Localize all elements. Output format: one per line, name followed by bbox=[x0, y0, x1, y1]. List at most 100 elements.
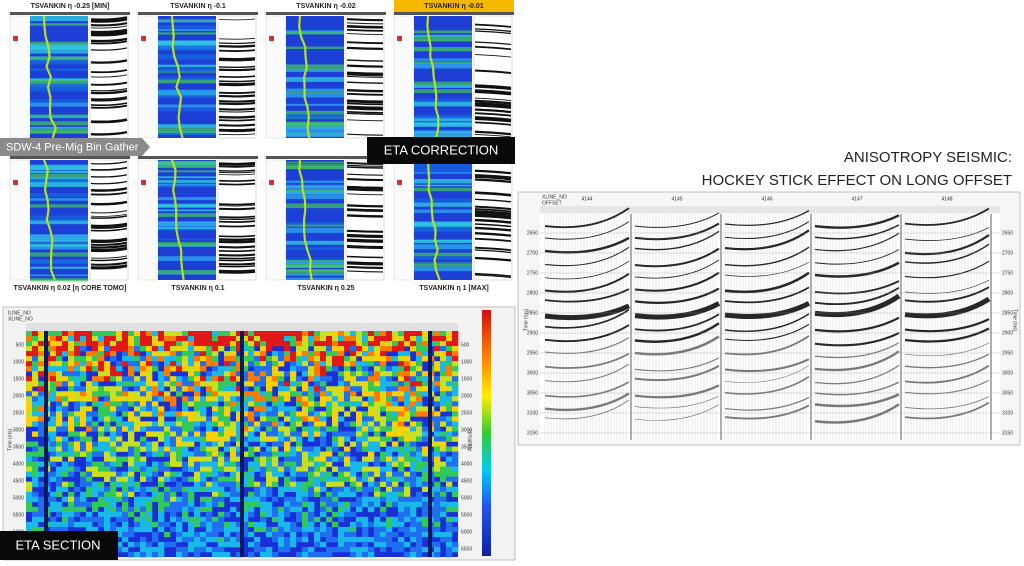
section-cell bbox=[392, 496, 399, 503]
section-cell bbox=[290, 531, 297, 538]
semblance-band bbox=[286, 263, 344, 269]
event bbox=[474, 176, 512, 181]
section-cell bbox=[284, 501, 291, 508]
section-cell bbox=[350, 431, 357, 437]
section-cell bbox=[140, 456, 147, 462]
event bbox=[346, 239, 384, 242]
section-cell bbox=[50, 471, 57, 477]
section-cell bbox=[284, 481, 291, 487]
section-cell bbox=[266, 421, 273, 427]
section-cell bbox=[248, 491, 255, 498]
section-cell bbox=[386, 381, 393, 387]
section-cell bbox=[416, 531, 423, 538]
section-cell bbox=[440, 536, 447, 543]
section-cell bbox=[272, 446, 279, 452]
section-cell bbox=[440, 466, 447, 472]
event bbox=[904, 207, 990, 226]
section-cell bbox=[218, 376, 225, 382]
section-cell bbox=[320, 426, 327, 432]
section-cell bbox=[110, 441, 117, 447]
section-cell bbox=[134, 426, 141, 432]
section-cell bbox=[452, 391, 459, 397]
section-cell bbox=[416, 421, 423, 427]
event bbox=[346, 193, 384, 196]
section-cell bbox=[32, 396, 39, 402]
section-cell bbox=[68, 496, 75, 503]
axis-title: Time (ms) bbox=[7, 429, 13, 452]
section-cell bbox=[410, 431, 417, 437]
semblance-band bbox=[414, 130, 472, 135]
section-cell bbox=[446, 431, 453, 437]
event bbox=[90, 120, 128, 124]
section-cell bbox=[116, 376, 123, 382]
section-cell bbox=[326, 361, 333, 367]
section-cell bbox=[404, 341, 411, 347]
section-cell bbox=[74, 376, 81, 382]
axis-strip bbox=[9, 15, 31, 139]
section-cell bbox=[356, 506, 363, 513]
section-cell bbox=[410, 526, 417, 533]
section-cell bbox=[404, 441, 411, 447]
section-cell bbox=[236, 391, 243, 397]
section-cell bbox=[38, 406, 45, 412]
section-cell bbox=[86, 356, 93, 362]
dead-trace bbox=[428, 331, 432, 557]
section-cell bbox=[98, 406, 105, 412]
section-cell bbox=[140, 506, 147, 513]
event bbox=[544, 303, 631, 321]
section-cell bbox=[452, 436, 459, 442]
section-cell bbox=[266, 481, 273, 487]
section-cell bbox=[194, 411, 201, 417]
section-cell bbox=[266, 406, 273, 412]
section-cell bbox=[116, 381, 123, 387]
section-cell bbox=[320, 441, 327, 447]
section-cell bbox=[410, 441, 417, 447]
section-cell bbox=[368, 346, 375, 352]
event bbox=[904, 243, 990, 264]
event bbox=[474, 246, 512, 252]
section-cell bbox=[374, 336, 381, 342]
section-cell bbox=[50, 516, 57, 523]
section-cell bbox=[302, 461, 309, 467]
event bbox=[634, 384, 720, 399]
section-cell bbox=[356, 496, 363, 503]
section-cell bbox=[392, 341, 399, 347]
section-cell bbox=[386, 426, 393, 432]
section-cell bbox=[440, 501, 447, 508]
section-cell bbox=[80, 421, 87, 427]
section-cell bbox=[350, 511, 357, 518]
section-cell bbox=[218, 451, 225, 457]
section-cell bbox=[176, 461, 183, 467]
axis-title: Time (ms) bbox=[1012, 309, 1018, 332]
section-cell bbox=[128, 511, 135, 518]
event bbox=[90, 87, 128, 92]
section-cell bbox=[104, 496, 111, 503]
section-cell bbox=[326, 331, 333, 337]
section-cell bbox=[278, 536, 285, 543]
section-cell bbox=[206, 396, 213, 402]
section-cell bbox=[200, 471, 207, 477]
event bbox=[474, 54, 512, 58]
section-cell bbox=[446, 401, 453, 407]
section-cell bbox=[200, 341, 207, 347]
section-cell bbox=[452, 356, 459, 362]
section-cell bbox=[362, 341, 369, 347]
section-cell bbox=[236, 396, 243, 402]
section-cell bbox=[320, 486, 327, 493]
time-label: 4500 bbox=[13, 478, 24, 484]
event bbox=[218, 59, 256, 62]
section-cell bbox=[32, 461, 39, 467]
section-cell bbox=[86, 416, 93, 422]
section-cell bbox=[32, 366, 39, 372]
section-cell bbox=[380, 531, 387, 538]
section-cell bbox=[236, 481, 243, 487]
section-cell bbox=[176, 386, 183, 392]
section-cell bbox=[158, 481, 165, 487]
event bbox=[904, 396, 990, 410]
section-cell bbox=[368, 441, 375, 447]
section-cell bbox=[80, 356, 87, 362]
section-cell bbox=[446, 366, 453, 372]
section-cell bbox=[446, 436, 453, 442]
section-cell bbox=[398, 471, 405, 477]
section-cell bbox=[266, 486, 273, 493]
